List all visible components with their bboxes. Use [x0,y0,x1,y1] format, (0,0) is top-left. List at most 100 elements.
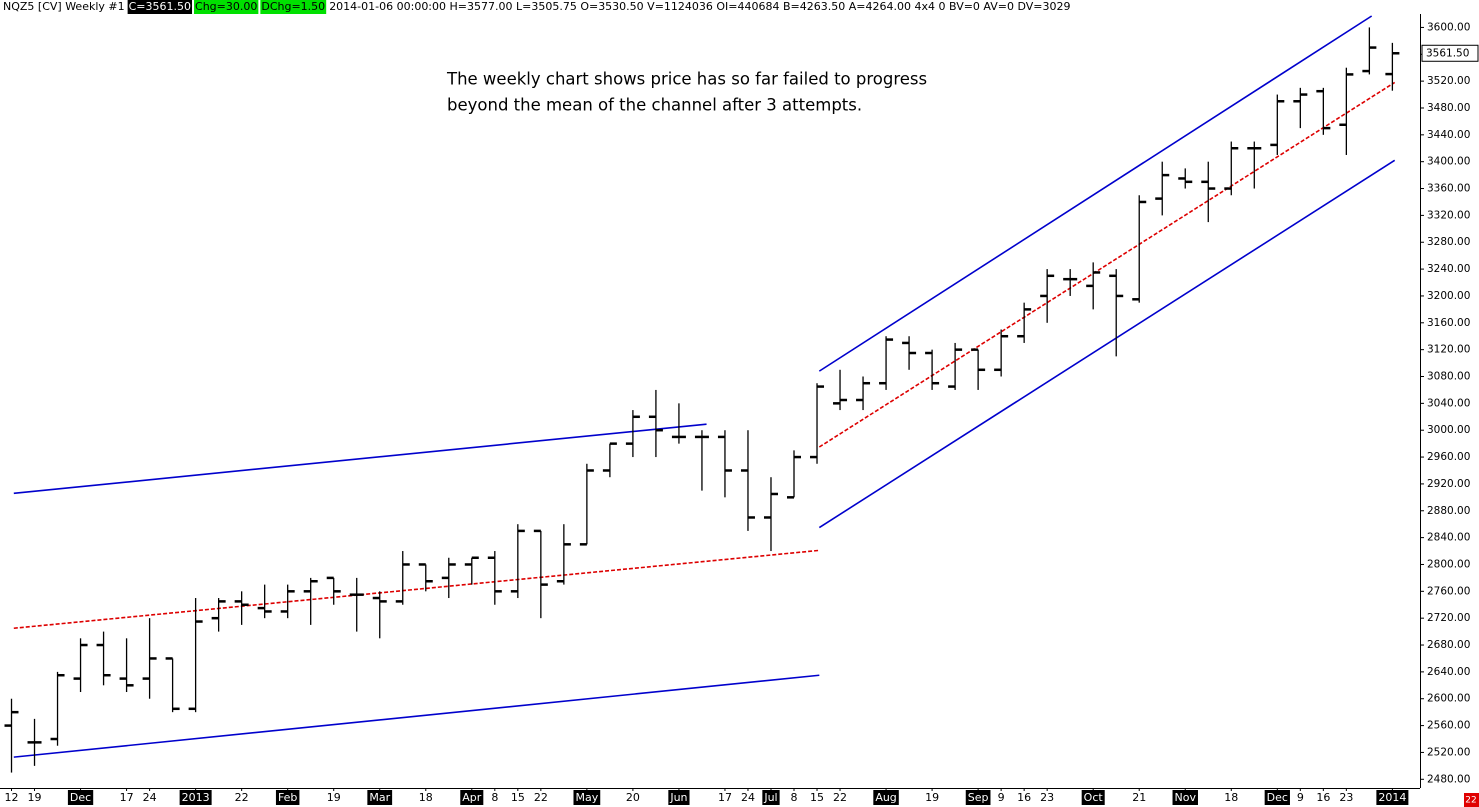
x-tick-label: 2014 [1378,791,1406,804]
x-tick-label: 23 [1339,791,1353,804]
y-tick-label: 2800.00 [1427,558,1470,570]
x-tick-label: 12 [5,791,19,804]
x-tick-box [1264,790,1290,805]
x-tick-label: Dec [1267,791,1288,804]
x-tick-label: Jun [669,791,687,804]
x-tick-label: Aug [875,791,896,804]
x-tick-label: 18 [419,791,433,804]
x-tick-label: 21 [1132,791,1146,804]
trendline [13,674,820,758]
y-tick-label: 3280.00 [1427,236,1470,248]
y-tick-label: 2760.00 [1427,585,1470,597]
x-tick-label: Dec [70,791,91,804]
y-tick-label: 3440.00 [1427,129,1470,141]
trendline [13,549,820,630]
y-tick-label: 3200.00 [1427,290,1470,302]
x-tick-label: 15 [511,791,525,804]
x-tick-box [762,790,780,805]
x-tick-box [668,790,690,805]
last-price-label: 3561.50 [1426,47,1469,59]
x-tick-label: Mar [369,791,390,804]
x-tick-label: 9 [998,791,1005,804]
last-price-box [1421,44,1479,62]
x-tick-box [460,790,484,805]
x-tick-box [67,790,94,805]
x-tick-label: May [575,791,598,804]
annotation: beyond the mean of the channel after 3 a… [447,96,862,115]
y-tick-label: 2720.00 [1427,612,1470,624]
y-tick-label: 3040.00 [1427,397,1470,409]
y-tick-label: 3160.00 [1427,317,1470,329]
x-tick-box [1172,790,1198,805]
header-text: 2014-01-06 00:00:00 H=3577.00 L=3505.75 … [329,0,1070,13]
x-tick-label: 24 [741,791,755,804]
x-tick-label: Oct [1084,791,1104,804]
x-tick-label: 23 [1040,791,1054,804]
x-tick-label: 17 [718,791,732,804]
y-tick-label: 3080.00 [1427,371,1470,383]
x-tick-box [1376,790,1409,805]
x-tick-label: 15 [810,791,824,804]
header-text: NQZ5 [CV] Weekly #1 [3,0,125,13]
x-tick-box [367,790,393,805]
y-tick-label: 3400.00 [1427,156,1470,168]
x-tick-label: 18 [1224,791,1238,804]
y-tick-label: 3360.00 [1427,183,1470,195]
y-tick-label: 2840.00 [1427,532,1470,544]
corner-box [1464,793,1479,807]
trendline [13,423,707,495]
y-tick-label: 2680.00 [1427,639,1470,651]
x-tick-box [873,790,899,805]
header-box [260,0,327,14]
x-tick-box [179,790,212,805]
corner-label: 22 [1465,796,1476,806]
y-tick-label: 2880.00 [1427,505,1470,517]
y-tick-label: 2600.00 [1427,693,1470,705]
trendline [818,81,1396,448]
x-tick-label: Feb [278,791,297,804]
x-tick-box [1081,790,1105,805]
x-tick-label: Nov [1175,791,1197,804]
y-tick-label: 2960.00 [1427,451,1470,463]
y-tick-label: 2520.00 [1427,746,1470,758]
x-tick-label: 22 [235,791,249,804]
y-tick-label: 2480.00 [1427,773,1470,785]
trendline [818,15,1373,372]
x-tick-label: 19 [327,791,341,804]
y-tick-label: 3480.00 [1427,102,1470,114]
x-tick-label: 19 [925,791,939,804]
x-tick-box [965,790,991,805]
x-tick-label: 17 [120,791,134,804]
header-text: C=3561.50 [129,0,191,13]
x-tick-label: 16 [1017,791,1031,804]
y-tick-label: 2560.00 [1427,720,1470,732]
y-tick-label: 2640.00 [1427,666,1470,678]
x-tick-label: 24 [143,791,157,804]
header-text: DChg=1.50 [261,0,325,13]
y-tick-label: 3520.00 [1427,75,1470,87]
x-tick-label: Apr [462,791,482,804]
x-tick-label: Sep [968,791,989,804]
y-tick-label: 2920.00 [1427,478,1470,490]
y-tick-label: 3320.00 [1427,209,1470,221]
y-tick-label: 3120.00 [1427,344,1470,356]
y-tick-label: 3000.00 [1427,424,1470,436]
header-box [127,0,193,14]
x-tick-label: 8 [491,791,498,804]
x-tick-label: Jul [763,791,777,804]
x-tick-label: 20 [626,791,640,804]
x-tick-label: 22 [534,791,548,804]
x-tick-label: 9 [1297,791,1304,804]
header-text: Chg=30.00 [195,0,257,13]
x-tick-box [573,790,601,805]
y-tick-label: 3240.00 [1427,263,1470,275]
x-tick-box [275,790,300,805]
header-box [194,0,259,14]
annotation: The weekly chart shows price has so far … [446,70,927,89]
trendline [818,159,1396,529]
y-tick-label: 3600.00 [1427,21,1470,33]
x-tick-label: 19 [28,791,42,804]
